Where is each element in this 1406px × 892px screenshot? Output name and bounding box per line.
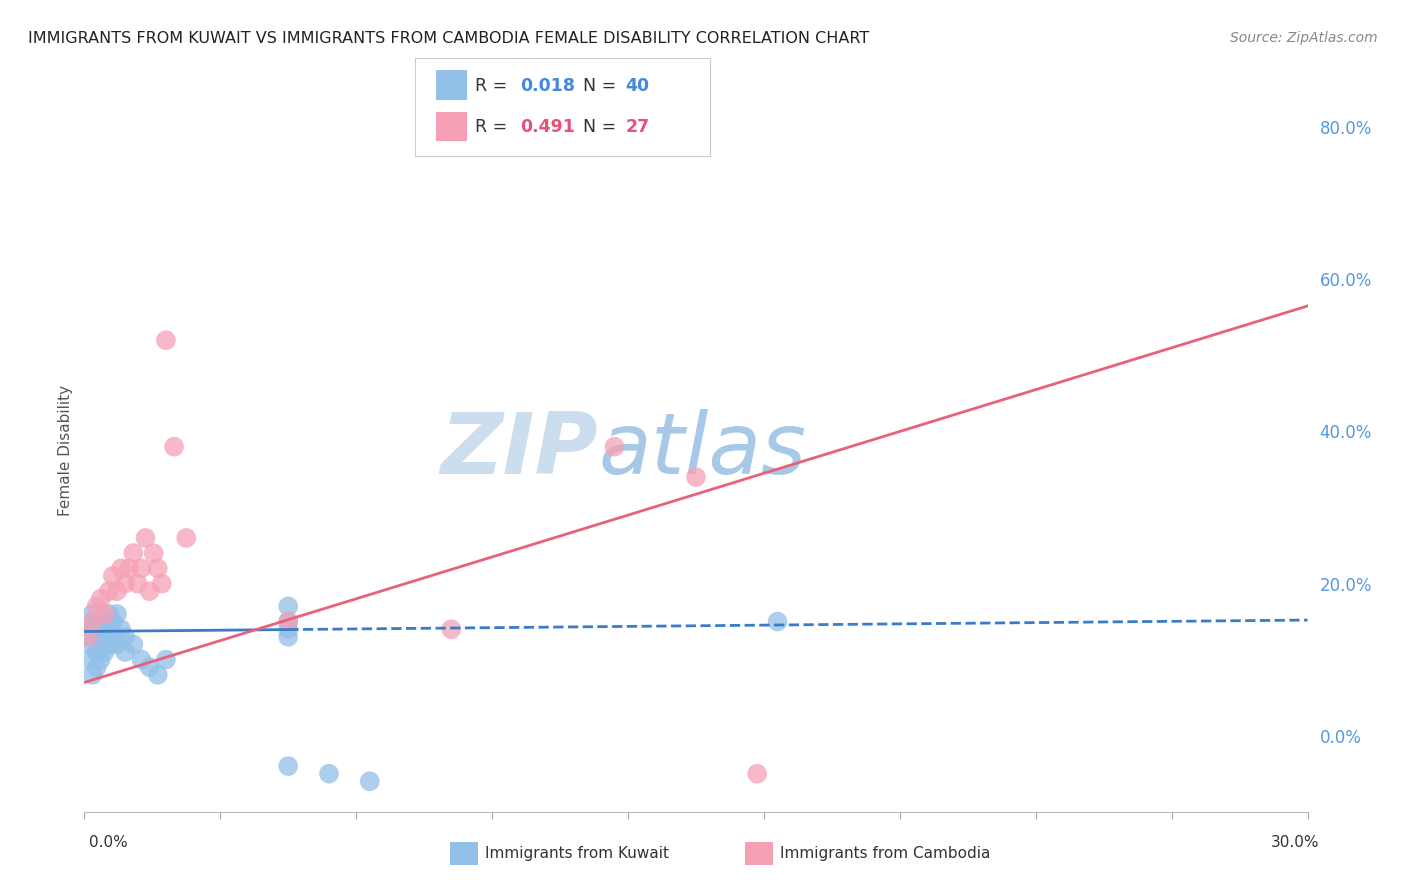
- Point: [82, 615, 104, 629]
- Text: Source: ZipAtlas.com: Source: ZipAtlas.com: [1230, 31, 1378, 45]
- Point: [114, 645, 136, 659]
- Point: [93, 630, 115, 644]
- Point: [77, 630, 100, 644]
- Text: 0.491: 0.491: [520, 118, 575, 136]
- Point: [127, 576, 149, 591]
- Point: [86, 615, 108, 629]
- Text: Immigrants from Kuwait: Immigrants from Kuwait: [485, 847, 669, 861]
- Point: [77, 652, 100, 666]
- Point: [277, 615, 299, 629]
- Point: [131, 652, 153, 666]
- Point: [747, 766, 769, 780]
- Point: [155, 333, 177, 347]
- Text: 0.018: 0.018: [520, 77, 575, 95]
- Point: [86, 599, 108, 614]
- Point: [77, 630, 100, 644]
- Point: [163, 440, 186, 454]
- Text: atlas: atlas: [598, 409, 806, 492]
- Point: [142, 546, 165, 560]
- Point: [101, 630, 124, 644]
- Point: [174, 531, 197, 545]
- Point: [93, 607, 115, 621]
- Point: [603, 440, 626, 454]
- Text: 0.0%: 0.0%: [89, 836, 128, 850]
- Point: [90, 622, 112, 636]
- Point: [277, 759, 299, 773]
- Point: [146, 668, 169, 682]
- Point: [90, 637, 112, 651]
- Point: [86, 645, 108, 659]
- Point: [77, 622, 100, 636]
- Point: [150, 576, 173, 591]
- Point: [97, 622, 120, 636]
- Text: Immigrants from Cambodia: Immigrants from Cambodia: [780, 847, 991, 861]
- Point: [146, 561, 169, 575]
- Text: 40: 40: [626, 77, 650, 95]
- Point: [82, 622, 104, 636]
- Point: [90, 591, 112, 606]
- Point: [86, 660, 108, 674]
- Text: R =: R =: [475, 118, 513, 136]
- Point: [97, 637, 120, 651]
- Point: [82, 607, 104, 621]
- Point: [105, 637, 128, 651]
- Text: IMMIGRANTS FROM KUWAIT VS IMMIGRANTS FROM CAMBODIA FEMALE DISABILITY CORRELATION: IMMIGRANTS FROM KUWAIT VS IMMIGRANTS FRO…: [28, 31, 869, 46]
- Point: [685, 470, 707, 484]
- Point: [110, 622, 132, 636]
- Point: [110, 561, 132, 575]
- Point: [97, 584, 120, 599]
- Point: [90, 652, 112, 666]
- Point: [135, 531, 157, 545]
- Point: [118, 561, 141, 575]
- Point: [138, 584, 160, 599]
- Text: N =: N =: [572, 77, 621, 95]
- Point: [138, 660, 160, 674]
- Text: 27: 27: [626, 118, 650, 136]
- Text: N =: N =: [572, 118, 621, 136]
- Point: [277, 599, 299, 614]
- Point: [97, 607, 120, 621]
- Point: [277, 615, 299, 629]
- Point: [122, 637, 145, 651]
- Point: [318, 766, 340, 780]
- Point: [122, 546, 145, 560]
- Point: [114, 630, 136, 644]
- Point: [440, 622, 463, 636]
- Text: R =: R =: [475, 77, 513, 95]
- Point: [93, 615, 115, 629]
- Text: ZIP: ZIP: [440, 409, 598, 492]
- Y-axis label: Female Disability: Female Disability: [58, 384, 73, 516]
- Point: [101, 615, 124, 629]
- Point: [114, 576, 136, 591]
- Point: [86, 630, 108, 644]
- Text: 30.0%: 30.0%: [1271, 836, 1319, 850]
- Point: [277, 622, 299, 636]
- Point: [105, 584, 128, 599]
- Point: [82, 637, 104, 651]
- Point: [277, 630, 299, 644]
- Point: [105, 607, 128, 621]
- Point: [82, 668, 104, 682]
- Point: [101, 569, 124, 583]
- Point: [155, 652, 177, 666]
- Point: [766, 615, 789, 629]
- Point: [359, 774, 381, 789]
- Point: [131, 561, 153, 575]
- Point: [93, 645, 115, 659]
